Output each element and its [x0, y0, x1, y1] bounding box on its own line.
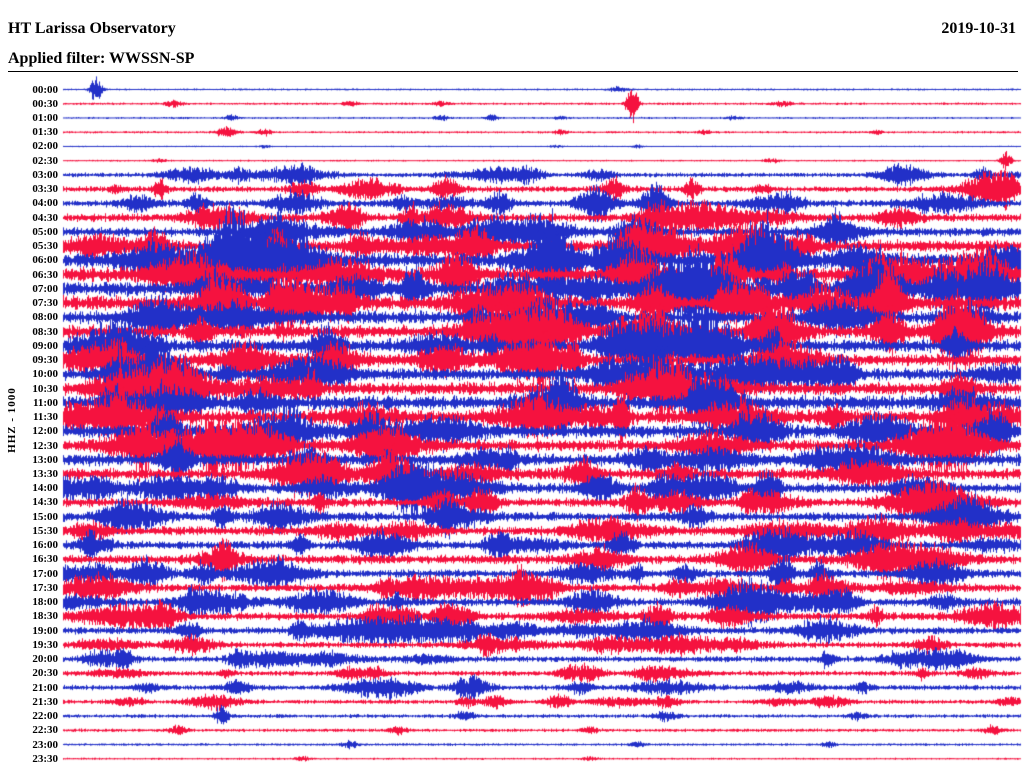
time-label: 15:30: [32, 524, 58, 537]
time-label: 14:30: [32, 496, 58, 509]
time-label: 02:30: [32, 154, 58, 167]
time-axis: 00:00 00:30 01:00 01:30 02:00 02:30 03:00 03:30…: [0, 0, 60, 780]
time-label: 17:30: [32, 581, 58, 594]
time-label: 23:30: [32, 752, 58, 765]
time-label: 19:00: [32, 624, 58, 637]
time-label: 00:30: [32, 97, 58, 110]
time-label: 21:00: [32, 681, 58, 694]
time-label: 11:00: [32, 396, 58, 409]
time-label: 08:00: [32, 311, 58, 324]
time-label: 05:00: [32, 225, 58, 238]
time-label: 23:00: [32, 738, 58, 751]
time-label: 01:30: [32, 126, 58, 139]
time-label: 22:00: [32, 710, 58, 723]
time-label: 19:30: [32, 638, 58, 651]
time-label: 14:00: [32, 482, 58, 495]
time-label: 20:00: [32, 653, 58, 666]
time-label: 16:30: [32, 553, 58, 566]
time-label: 03:30: [32, 183, 58, 196]
observatory-title: HT Larissa Observatory: [8, 20, 176, 37]
filter-label: Applied filter: WWSSN-SP: [8, 50, 195, 67]
time-label: 01:00: [32, 111, 58, 124]
time-label: 22:30: [32, 724, 58, 737]
time-label: 18:00: [32, 596, 58, 609]
time-label: 05:30: [32, 240, 58, 253]
time-label: 00:00: [32, 83, 58, 96]
time-label: 11:30: [32, 411, 58, 424]
time-label: 10:30: [32, 382, 58, 395]
time-label: 20:30: [32, 667, 58, 680]
time-label: 03:00: [32, 168, 58, 181]
time-label: 10:00: [32, 368, 58, 381]
time-label: 09:30: [32, 354, 58, 367]
time-label: 13:30: [32, 467, 58, 480]
time-label: 12:30: [32, 439, 58, 452]
header-rule: [8, 71, 1018, 72]
time-label: 06:00: [32, 254, 58, 267]
date-label: 2019-10-31: [941, 20, 1016, 37]
time-label: 17:00: [32, 567, 58, 580]
time-label: 12:00: [32, 425, 58, 438]
time-label: 15:00: [32, 510, 58, 523]
time-label: 02:00: [32, 140, 58, 153]
time-label: 07:00: [32, 282, 58, 295]
time-label: 13:00: [32, 453, 58, 466]
time-label: 21:30: [32, 695, 58, 708]
time-label: 09:00: [32, 339, 58, 352]
time-label: 18:30: [32, 610, 58, 623]
time-label: 06:30: [32, 268, 58, 281]
time-label: 08:30: [32, 325, 58, 338]
time-label: 16:00: [32, 539, 58, 552]
time-label: 04:30: [32, 211, 58, 224]
time-label: 04:00: [32, 197, 58, 210]
time-label: 07:30: [32, 297, 58, 310]
